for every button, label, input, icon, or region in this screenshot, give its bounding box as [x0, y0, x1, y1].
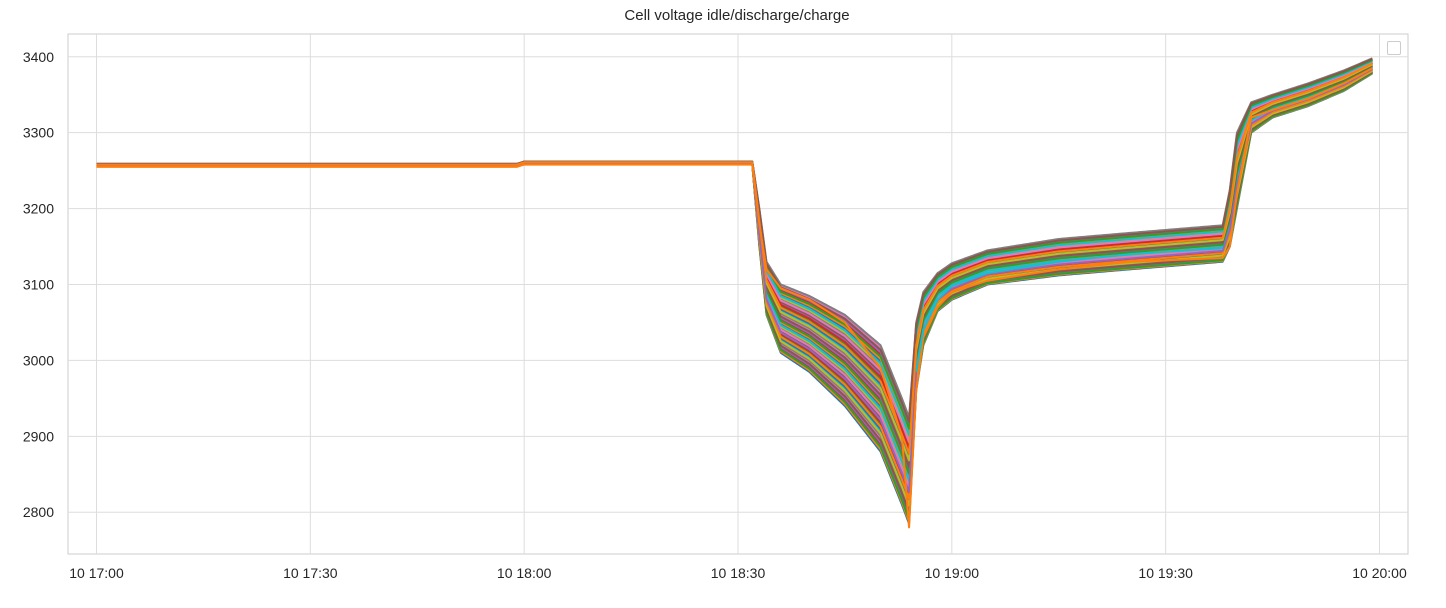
y-tick-label: 3400	[23, 49, 54, 65]
tick-labels: 10 17:00 10 17:30 10 18:00 10 18:30 10 19:00…	[23, 49, 1407, 581]
y-tick-label: 3200	[23, 201, 54, 217]
series-line-outlier	[915, 247, 1223, 372]
x-tick-label: 10 18:30	[711, 565, 766, 581]
x-tick-label: 10 17:30	[283, 565, 338, 581]
y-tick-label: 2800	[23, 504, 54, 520]
grid	[68, 34, 1408, 554]
series-line	[96, 62, 1373, 455]
y-tick-label: 3000	[23, 352, 54, 368]
x-tick-label: 10 17:00	[69, 565, 124, 581]
x-tick-label: 10 20:00	[1352, 565, 1407, 581]
x-tick-label: 10 19:30	[1138, 565, 1193, 581]
chart-title: Cell voltage idle/discharge/charge	[624, 7, 850, 24]
x-tick-label: 10 19:00	[925, 565, 980, 581]
y-tick-label: 3100	[23, 277, 54, 293]
series-line-outlier	[96, 67, 1373, 529]
x-tick-label: 10 18:00	[497, 565, 552, 581]
legend	[1387, 41, 1401, 55]
series-lines	[96, 57, 1373, 529]
y-tick-label: 3300	[23, 125, 54, 141]
y-tick-label: 2900	[23, 428, 54, 444]
